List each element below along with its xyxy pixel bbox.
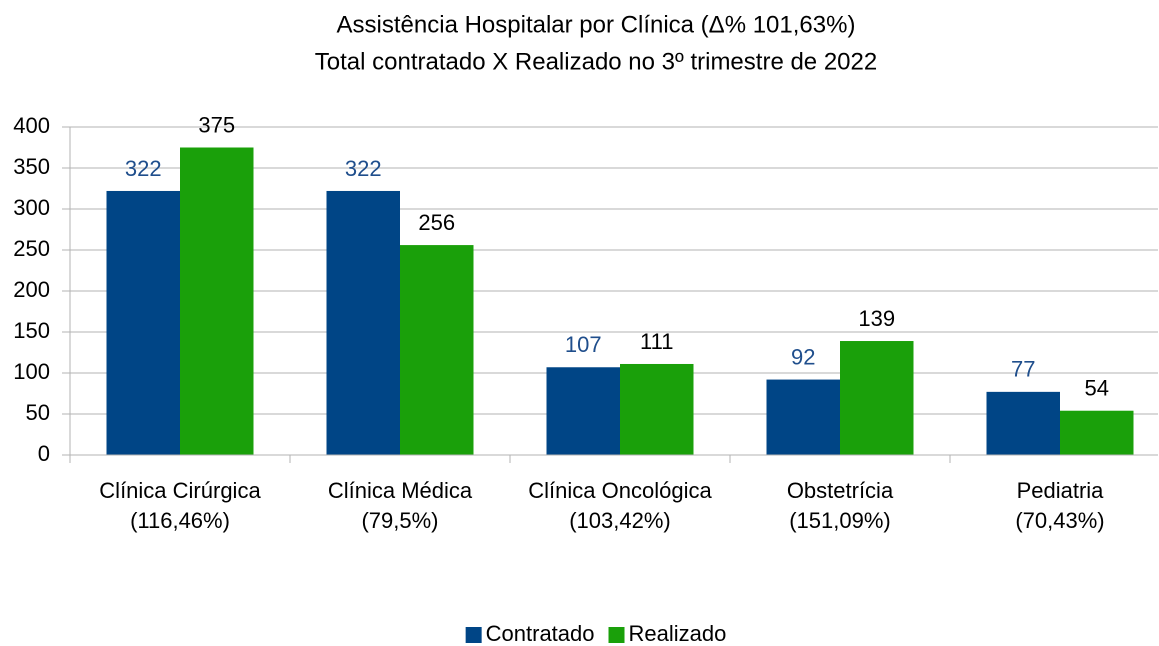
bar xyxy=(546,367,620,455)
data-label: 77 xyxy=(1011,357,1035,382)
y-tick-label: 300 xyxy=(13,195,50,220)
y-tick-label: 400 xyxy=(13,113,50,138)
x-tick-label: (103,42%) xyxy=(569,508,671,533)
bar xyxy=(180,147,254,455)
x-tick-label: Pediatria xyxy=(1017,478,1105,503)
bar xyxy=(326,190,400,455)
y-tick-label: 50 xyxy=(26,400,50,425)
legend-label: Contratado xyxy=(486,621,595,646)
bar xyxy=(400,245,474,455)
x-tick-label: (151,09%) xyxy=(789,508,891,533)
x-tick-label: Clínica Oncológica xyxy=(528,478,712,503)
legend-swatch xyxy=(465,627,482,643)
data-label: 256 xyxy=(418,210,455,235)
chart-title: Assistência Hospitalar por Clínica (Δ% 1… xyxy=(337,11,856,38)
chart-subtitle: Total contratado X Realizado no 3º trime… xyxy=(315,48,877,75)
y-tick-label: 100 xyxy=(13,359,50,384)
x-tick-label: Clínica Médica xyxy=(328,478,473,503)
legend-label: Realizado xyxy=(629,621,727,646)
legend-swatch xyxy=(608,627,625,643)
y-tick-label: 150 xyxy=(13,318,50,343)
bar xyxy=(1060,410,1134,455)
data-label: 54 xyxy=(1085,376,1109,401)
bar xyxy=(766,379,840,455)
x-tick-label: Obstetrícia xyxy=(787,478,894,503)
data-label: 375 xyxy=(198,112,235,137)
data-label: 92 xyxy=(791,344,815,369)
y-tick-label: 350 xyxy=(13,154,50,179)
x-tick-label: (70,43%) xyxy=(1015,508,1104,533)
bar xyxy=(620,363,694,455)
y-tick-label: 200 xyxy=(13,277,50,302)
data-label: 107 xyxy=(565,332,602,357)
bar xyxy=(840,341,914,455)
y-tick-label: 250 xyxy=(13,236,50,261)
data-label: 322 xyxy=(125,156,162,181)
data-label: 139 xyxy=(858,306,895,331)
bar xyxy=(106,190,180,455)
x-tick-label: (116,46%) xyxy=(130,508,230,533)
data-label: 111 xyxy=(640,329,673,354)
bar xyxy=(986,391,1060,455)
data-label: 322 xyxy=(345,156,382,181)
y-tick-label: 0 xyxy=(38,441,50,466)
x-tick-label: Clínica Cirúrgica xyxy=(99,478,261,503)
x-tick-label: (79,5%) xyxy=(361,508,438,533)
